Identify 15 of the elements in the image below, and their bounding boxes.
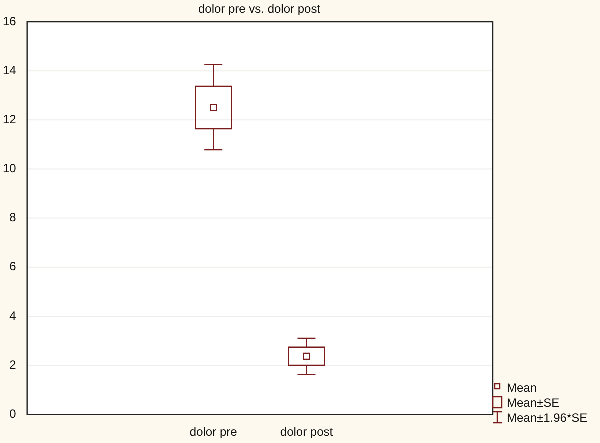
y-tick-label: 8 bbox=[10, 210, 17, 225]
y-tick-label: 16 bbox=[2, 14, 17, 28]
x-tick-label: dolor pre bbox=[190, 425, 238, 440]
chart-title: dolor pre vs. dolor post bbox=[197, 2, 322, 16]
y-tick-label: 10 bbox=[2, 162, 17, 176]
y-tick-label: 12 bbox=[2, 112, 17, 126]
y-tick-label: 14 bbox=[2, 63, 17, 78]
text: Mean±1.96*SE bbox=[507, 410, 588, 424]
y-tick-label: 4 bbox=[10, 308, 17, 323]
x-tick-label: dolor post bbox=[280, 425, 334, 440]
y-tick-label: 6 bbox=[10, 260, 17, 274]
text: Mean bbox=[507, 380, 538, 394]
text: Mean±SE bbox=[507, 396, 560, 410]
y-tick-label: 0 bbox=[10, 406, 17, 421]
y-tick-label: 2 bbox=[10, 358, 17, 372]
